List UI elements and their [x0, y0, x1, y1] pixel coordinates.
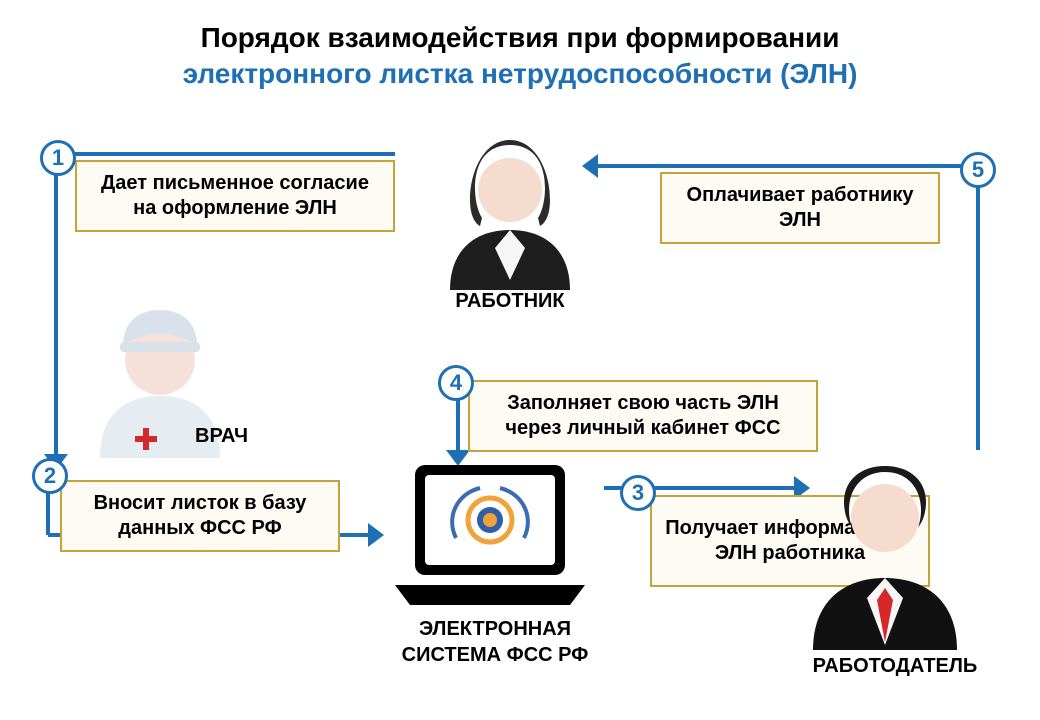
arrow-seg-h-0	[75, 152, 395, 156]
arrow-seg-h-11	[598, 164, 978, 168]
employer-label: РАБОТОДАТЕЛЬ	[785, 655, 1005, 678]
step-text-5: Оплачивает работнику ЭЛН	[672, 183, 928, 233]
arrow-seg-v-1	[54, 154, 58, 454]
diagram-canvas: Порядок взаимодействия при формировании …	[0, 0, 1040, 720]
step-badge-3: 3	[620, 475, 656, 511]
step-text-2: Вносит листок в базу данных ФСС РФ	[72, 491, 328, 541]
arrow-head-5	[368, 523, 384, 547]
step-badge-5: 5	[960, 152, 996, 188]
step-badge-4: 4	[438, 365, 474, 401]
step-text-1: Дает письменное согласие на оформление Э…	[87, 171, 383, 221]
employer-icon	[795, 460, 975, 650]
system-label-2: СИСТЕМА ФСС РФ	[385, 644, 605, 667]
step-box-4: Заполняет свою часть ЭЛН через личный ка…	[468, 380, 818, 452]
step-number-2: 2	[44, 463, 56, 489]
arrow-seg-v-10	[976, 170, 980, 450]
step-number-1: 1	[52, 145, 64, 171]
step-text-4: Заполняет свою часть ЭЛН через личный ка…	[480, 391, 806, 441]
step-number-5: 5	[972, 157, 984, 183]
step-number-3: 3	[632, 480, 644, 506]
employee-icon	[430, 130, 590, 290]
step-badge-2: 2	[32, 458, 68, 494]
step-box-1: Дает письменное согласие на оформление Э…	[75, 160, 395, 232]
step-number-4: 4	[450, 370, 462, 396]
step-badge-1: 1	[40, 140, 76, 176]
title-line-1: Порядок взаимодействия при формировании	[0, 22, 1040, 54]
employee-label: РАБОТНИК	[420, 290, 600, 313]
system-label-1: ЭЛЕКТРОННАЯ	[385, 618, 605, 641]
system-icon	[385, 455, 595, 615]
step-box-5: Оплачивает работнику ЭЛН	[660, 172, 940, 244]
title-line-2: электронного листка нетрудоспособности (…	[0, 58, 1040, 90]
step-box-2: Вносит листок в базу данных ФСС РФ	[60, 480, 340, 552]
doctor-label: ВРАЧ	[195, 425, 295, 448]
